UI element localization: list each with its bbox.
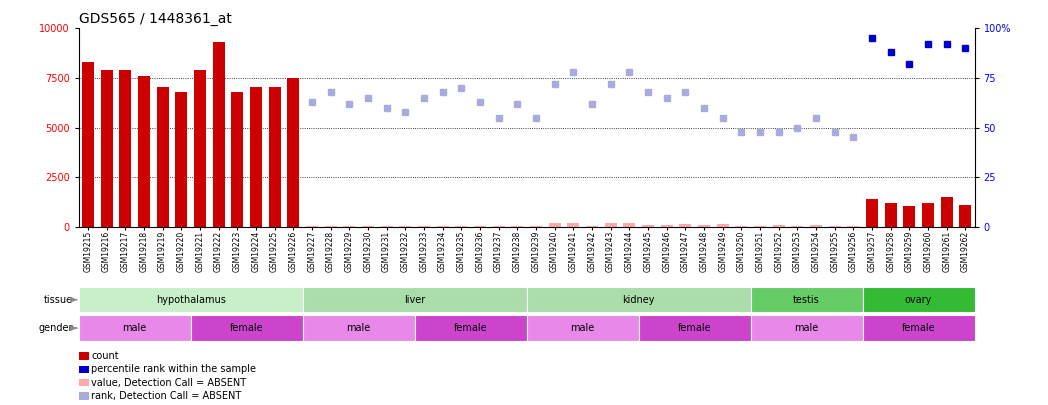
Bar (287, 78, 300, 227)
Bar (903, 206, 915, 227)
Text: male: male (347, 323, 371, 333)
Bar (624, 223, 635, 227)
Bar (679, 224, 692, 227)
Bar (101, 70, 113, 227)
Bar (325, 226, 336, 227)
Bar (138, 76, 150, 227)
Bar (863, 287, 975, 313)
Bar (940, 197, 953, 227)
Bar (268, 87, 281, 227)
Bar (474, 226, 486, 227)
Bar (829, 226, 840, 227)
Bar (586, 226, 598, 227)
Text: ovary: ovary (905, 295, 933, 305)
Text: male: male (123, 323, 147, 333)
Bar (863, 315, 975, 341)
Text: female: female (902, 323, 936, 333)
Bar (306, 226, 318, 227)
Bar (698, 225, 711, 227)
Bar (772, 225, 785, 227)
Bar (885, 203, 897, 227)
Text: male: male (794, 323, 818, 333)
Bar (866, 199, 878, 227)
Bar (736, 226, 747, 227)
Bar (303, 287, 526, 313)
Bar (415, 315, 526, 341)
Bar (641, 225, 654, 227)
Bar (493, 226, 505, 227)
Bar (847, 226, 859, 227)
Text: gender: gender (39, 323, 73, 333)
Bar (418, 226, 430, 227)
Bar (511, 226, 523, 227)
Text: male: male (570, 323, 595, 333)
Bar (567, 223, 580, 227)
Bar (717, 224, 728, 227)
Bar (922, 203, 934, 227)
Bar (399, 226, 412, 227)
Text: GDS565 / 1448361_at: GDS565 / 1448361_at (79, 12, 232, 26)
Text: percentile rank within the sample: percentile rank within the sample (91, 364, 256, 374)
Bar (791, 226, 804, 227)
Bar (232, 92, 243, 227)
Bar (79, 287, 303, 313)
Text: tissue: tissue (44, 295, 73, 305)
Bar (455, 226, 467, 227)
Text: value, Detection Call = ABSENT: value, Detection Call = ABSENT (91, 378, 246, 388)
Bar (526, 287, 750, 313)
Bar (362, 226, 374, 227)
Bar (175, 92, 188, 227)
Bar (750, 287, 863, 313)
Bar (380, 226, 393, 227)
Bar (530, 226, 542, 227)
Bar (119, 70, 131, 227)
Text: count: count (91, 351, 118, 361)
Bar (156, 87, 169, 227)
Bar (660, 225, 673, 227)
Bar (194, 70, 206, 227)
Bar (343, 226, 355, 227)
Text: rank, Detection Call = ABSENT: rank, Detection Call = ABSENT (91, 391, 241, 401)
Bar (526, 315, 638, 341)
Bar (437, 226, 449, 227)
Bar (191, 315, 303, 341)
Bar (82, 62, 94, 227)
Bar (548, 223, 561, 227)
Text: liver: liver (403, 295, 425, 305)
Bar (213, 42, 224, 227)
Bar (249, 87, 262, 227)
Bar (303, 315, 415, 341)
Bar (959, 205, 971, 227)
Text: female: female (454, 323, 487, 333)
Bar (750, 315, 863, 341)
Bar (605, 223, 616, 227)
Bar (810, 225, 822, 227)
Bar (754, 226, 766, 227)
Text: testis: testis (793, 295, 820, 305)
Text: kidney: kidney (623, 295, 655, 305)
Text: female: female (678, 323, 712, 333)
Text: female: female (230, 323, 263, 333)
Bar (79, 315, 191, 341)
Text: hypothalamus: hypothalamus (156, 295, 225, 305)
Bar (638, 315, 750, 341)
